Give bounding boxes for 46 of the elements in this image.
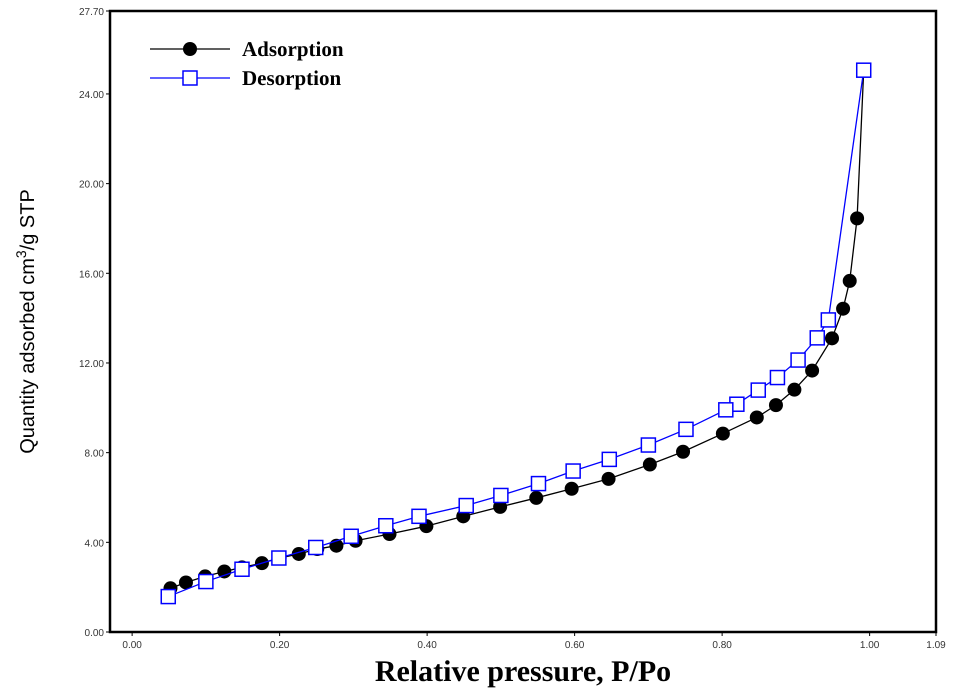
x-tick-label: 1.09 — [926, 640, 946, 651]
y-tick-label: 8.00 — [84, 448, 104, 460]
legend-label: Adsorption — [242, 37, 344, 61]
point — [768, 398, 783, 412]
y-tick-label: 24.00 — [78, 90, 104, 101]
point — [770, 370, 786, 386]
x-tick-label: 0.60 — [564, 640, 585, 651]
y-tick-label: 0.00 — [84, 628, 104, 639]
point — [676, 444, 690, 459]
x-tick-label: 0.80 — [712, 640, 732, 651]
point — [836, 302, 850, 316]
point — [178, 575, 193, 590]
point — [602, 472, 616, 486]
legend-label: Desorption — [242, 66, 342, 90]
point — [329, 538, 344, 553]
point — [198, 574, 214, 590]
point — [642, 458, 657, 472]
x-tick-label: 0.00 — [122, 640, 142, 651]
point — [787, 382, 802, 397]
point — [493, 488, 509, 504]
point — [750, 410, 764, 424]
x-axis-title: Relative pressure, P/Po — [374, 655, 672, 688]
point — [458, 498, 474, 514]
point — [716, 426, 730, 441]
point — [411, 508, 427, 524]
point — [790, 352, 806, 368]
point — [308, 540, 324, 556]
point — [529, 490, 544, 505]
point — [825, 331, 840, 346]
point — [234, 561, 250, 577]
x-tick-label: 0.20 — [270, 640, 290, 651]
point — [160, 588, 176, 604]
point — [718, 402, 734, 418]
point — [343, 528, 359, 544]
point — [842, 274, 857, 288]
point — [564, 482, 579, 496]
y-tick-label: 16.00 — [78, 269, 104, 280]
point — [805, 364, 820, 378]
point — [850, 211, 864, 226]
x-tick-label: 0.40 — [417, 640, 438, 651]
x-tick-label: 1.00 — [860, 640, 880, 651]
y-tick-label: 12.00 — [78, 358, 104, 370]
y-tick-label: 4.00 — [84, 538, 104, 550]
y-tick-label: 27.70 — [78, 7, 104, 18]
point — [378, 518, 394, 534]
y-tick-label: 20.00 — [78, 180, 104, 191]
